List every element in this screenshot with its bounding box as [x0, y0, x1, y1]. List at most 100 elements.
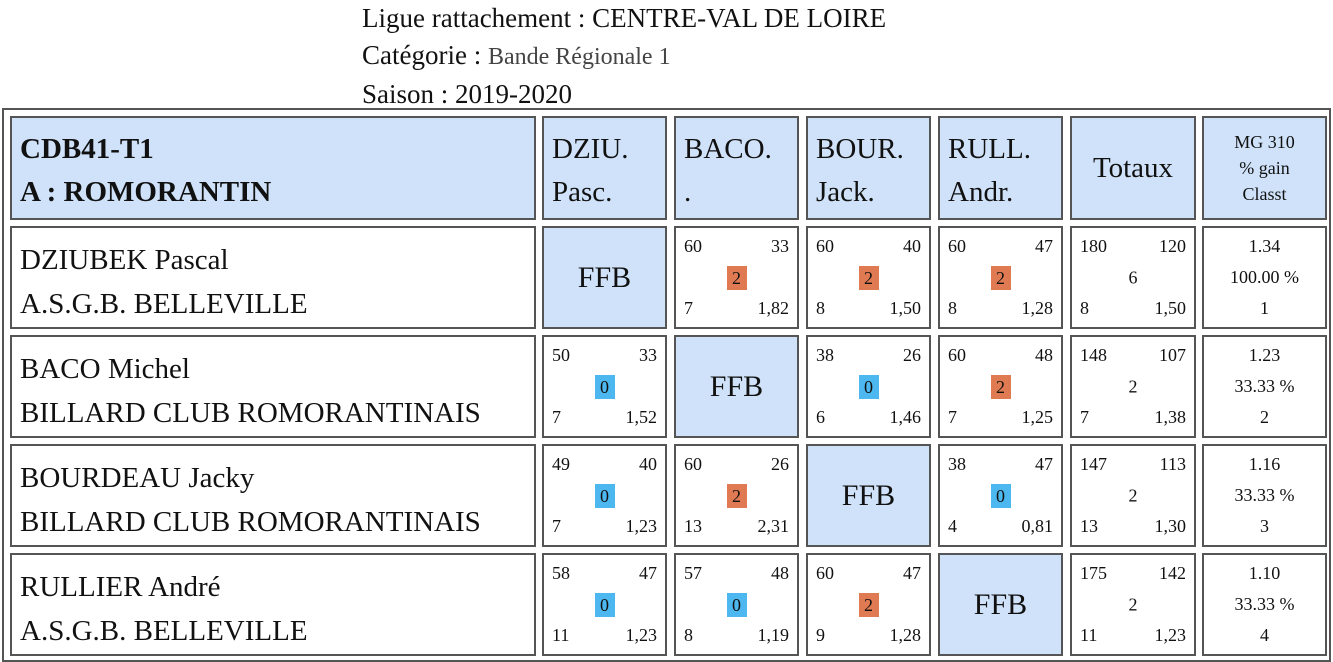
points-opponent: 33: [639, 345, 657, 365]
column-header-line2: .: [684, 176, 692, 208]
points-scored: 60: [948, 236, 966, 256]
total-innings: 11: [1080, 625, 1098, 645]
total-score: 2: [1128, 485, 1138, 505]
player-name: BACO Michel: [20, 353, 190, 385]
column-header-line1: DZIU.: [552, 133, 629, 165]
category-line: Catégorie : Bande Régionale 1: [362, 37, 886, 76]
innings-count: 4: [948, 516, 957, 536]
team-header-cell: CDB41-T1 A : ROMORANTIN: [10, 116, 536, 220]
total-innings: 8: [1080, 298, 1089, 318]
totals-label: Totaux: [1092, 151, 1174, 184]
average-value: 1,23: [625, 625, 658, 645]
total-points: 147: [1080, 454, 1107, 474]
average-value: 1,52: [625, 407, 658, 427]
season-label: Saison :: [362, 79, 456, 109]
self-match-cell: FFB: [806, 444, 931, 547]
points-scored: 57: [684, 563, 702, 583]
loss-badge: 0: [594, 483, 615, 508]
totals-cell: 147 113 2 13 1,30: [1070, 444, 1196, 547]
total-opponent: 107: [1159, 345, 1186, 365]
rank-value: 3: [1260, 516, 1269, 536]
gain-value: 33.33 %: [1234, 594, 1295, 614]
average-value: 1,25: [1021, 407, 1054, 427]
match-result-cell: 57 48 0 8 1,19: [674, 553, 799, 656]
stats-cell: 1.10 33.33 % 4: [1202, 553, 1327, 656]
points-opponent: 26: [903, 345, 921, 365]
points-opponent: 47: [1035, 236, 1053, 256]
average-value: 1,28: [1021, 298, 1054, 318]
results-table: CDB41-T1 A : ROMORANTIN DZIU. Pasc. BACO…: [2, 108, 1331, 662]
match-result-cell: 60 33 2 7 1,82: [674, 226, 799, 329]
ffb-label: FFB: [973, 587, 1028, 621]
innings-count: 9: [816, 625, 825, 645]
stats-cell: 1.34 100.00 % 1: [1202, 226, 1327, 329]
win-badge: 2: [858, 592, 879, 617]
total-score: 2: [1128, 594, 1138, 614]
mg-value: 1.34: [1248, 236, 1281, 256]
match-result-cell: 58 47 0 11 1,23: [542, 553, 667, 656]
innings-count: 8: [816, 298, 825, 318]
category-value: Bande Régionale 1: [487, 44, 671, 70]
points-opponent: 33: [771, 236, 789, 256]
points-opponent: 47: [639, 563, 657, 583]
total-innings: 13: [1080, 516, 1098, 536]
column-header-bour: BOUR. Jack.: [806, 116, 931, 220]
points-scored: 58: [552, 563, 570, 583]
match-result-cell: 38 26 0 6 1,46: [806, 335, 931, 438]
average-value: 1,82: [757, 298, 790, 318]
win-badge: 2: [726, 483, 747, 508]
mg-label: MG 310: [1234, 132, 1295, 152]
column-header-line1: RULL.: [948, 133, 1031, 165]
season-value: 2019-2020: [455, 79, 573, 109]
rank-value: 1: [1260, 298, 1269, 318]
totals-cell: 180 120 6 8 1,50: [1070, 226, 1196, 329]
player-cell: BACO Michel BILLARD CLUB ROMORANTINAIS: [10, 335, 536, 438]
win-badge: 2: [858, 265, 879, 290]
points-scored: 49: [552, 454, 570, 474]
points-scored: 60: [684, 454, 702, 474]
self-match-cell: FFB: [674, 335, 799, 438]
rank-value: 4: [1260, 625, 1269, 645]
total-average: 1,50: [1154, 298, 1187, 318]
average-value: 2,31: [757, 516, 790, 536]
points-opponent: 48: [771, 563, 789, 583]
loss-badge: 0: [990, 483, 1011, 508]
category-label: Catégorie :: [362, 40, 488, 70]
total-points: 148: [1080, 345, 1107, 365]
gain-value: 33.33 %: [1234, 485, 1295, 505]
mg-value: 1.23: [1248, 345, 1281, 365]
total-points: 180: [1080, 236, 1107, 256]
total-opponent: 120: [1159, 236, 1186, 256]
player-cell: RULLIER André A.S.G.B. BELLEVILLE: [10, 553, 536, 656]
column-header-line2: Pasc.: [552, 176, 613, 208]
average-value: 1,28: [889, 625, 922, 645]
mg-value: 1.16: [1248, 454, 1281, 474]
win-badge: 2: [990, 265, 1011, 290]
team-name: A : ROMORANTIN: [20, 176, 272, 208]
mg-header: MG 310 % gain Classt: [1202, 116, 1327, 220]
totals-header: Totaux: [1070, 116, 1196, 220]
column-header-baco: BACO. .: [674, 116, 799, 220]
player-club: BILLARD CLUB ROMORANTINAIS: [20, 506, 481, 538]
points-opponent: 47: [1035, 454, 1053, 474]
totals-cell: 148 107 2 7 1,38: [1070, 335, 1196, 438]
points-scored: 60: [948, 345, 966, 365]
column-header-line1: BACO.: [684, 133, 772, 165]
points-scored: 60: [816, 236, 834, 256]
innings-count: 13: [684, 516, 702, 536]
total-opponent: 142: [1159, 563, 1186, 583]
player-name: BOURDEAU Jacky: [20, 462, 255, 494]
column-header-line1: BOUR.: [816, 133, 904, 165]
innings-count: 8: [948, 298, 957, 318]
innings-count: 7: [552, 407, 561, 427]
total-score: 6: [1128, 267, 1138, 287]
match-result-cell: 60 48 2 7 1,25: [938, 335, 1063, 438]
match-result-cell: 38 47 0 4 0,81: [938, 444, 1063, 547]
average-value: 1,50: [889, 298, 922, 318]
average-value: 1,46: [889, 407, 922, 427]
rank-value: 2: [1260, 407, 1269, 427]
column-header-rull: RULL. Andr.: [938, 116, 1063, 220]
innings-count: 6: [816, 407, 825, 427]
points-scored: 38: [948, 454, 966, 474]
match-result-cell: 60 26 2 13 2,31: [674, 444, 799, 547]
